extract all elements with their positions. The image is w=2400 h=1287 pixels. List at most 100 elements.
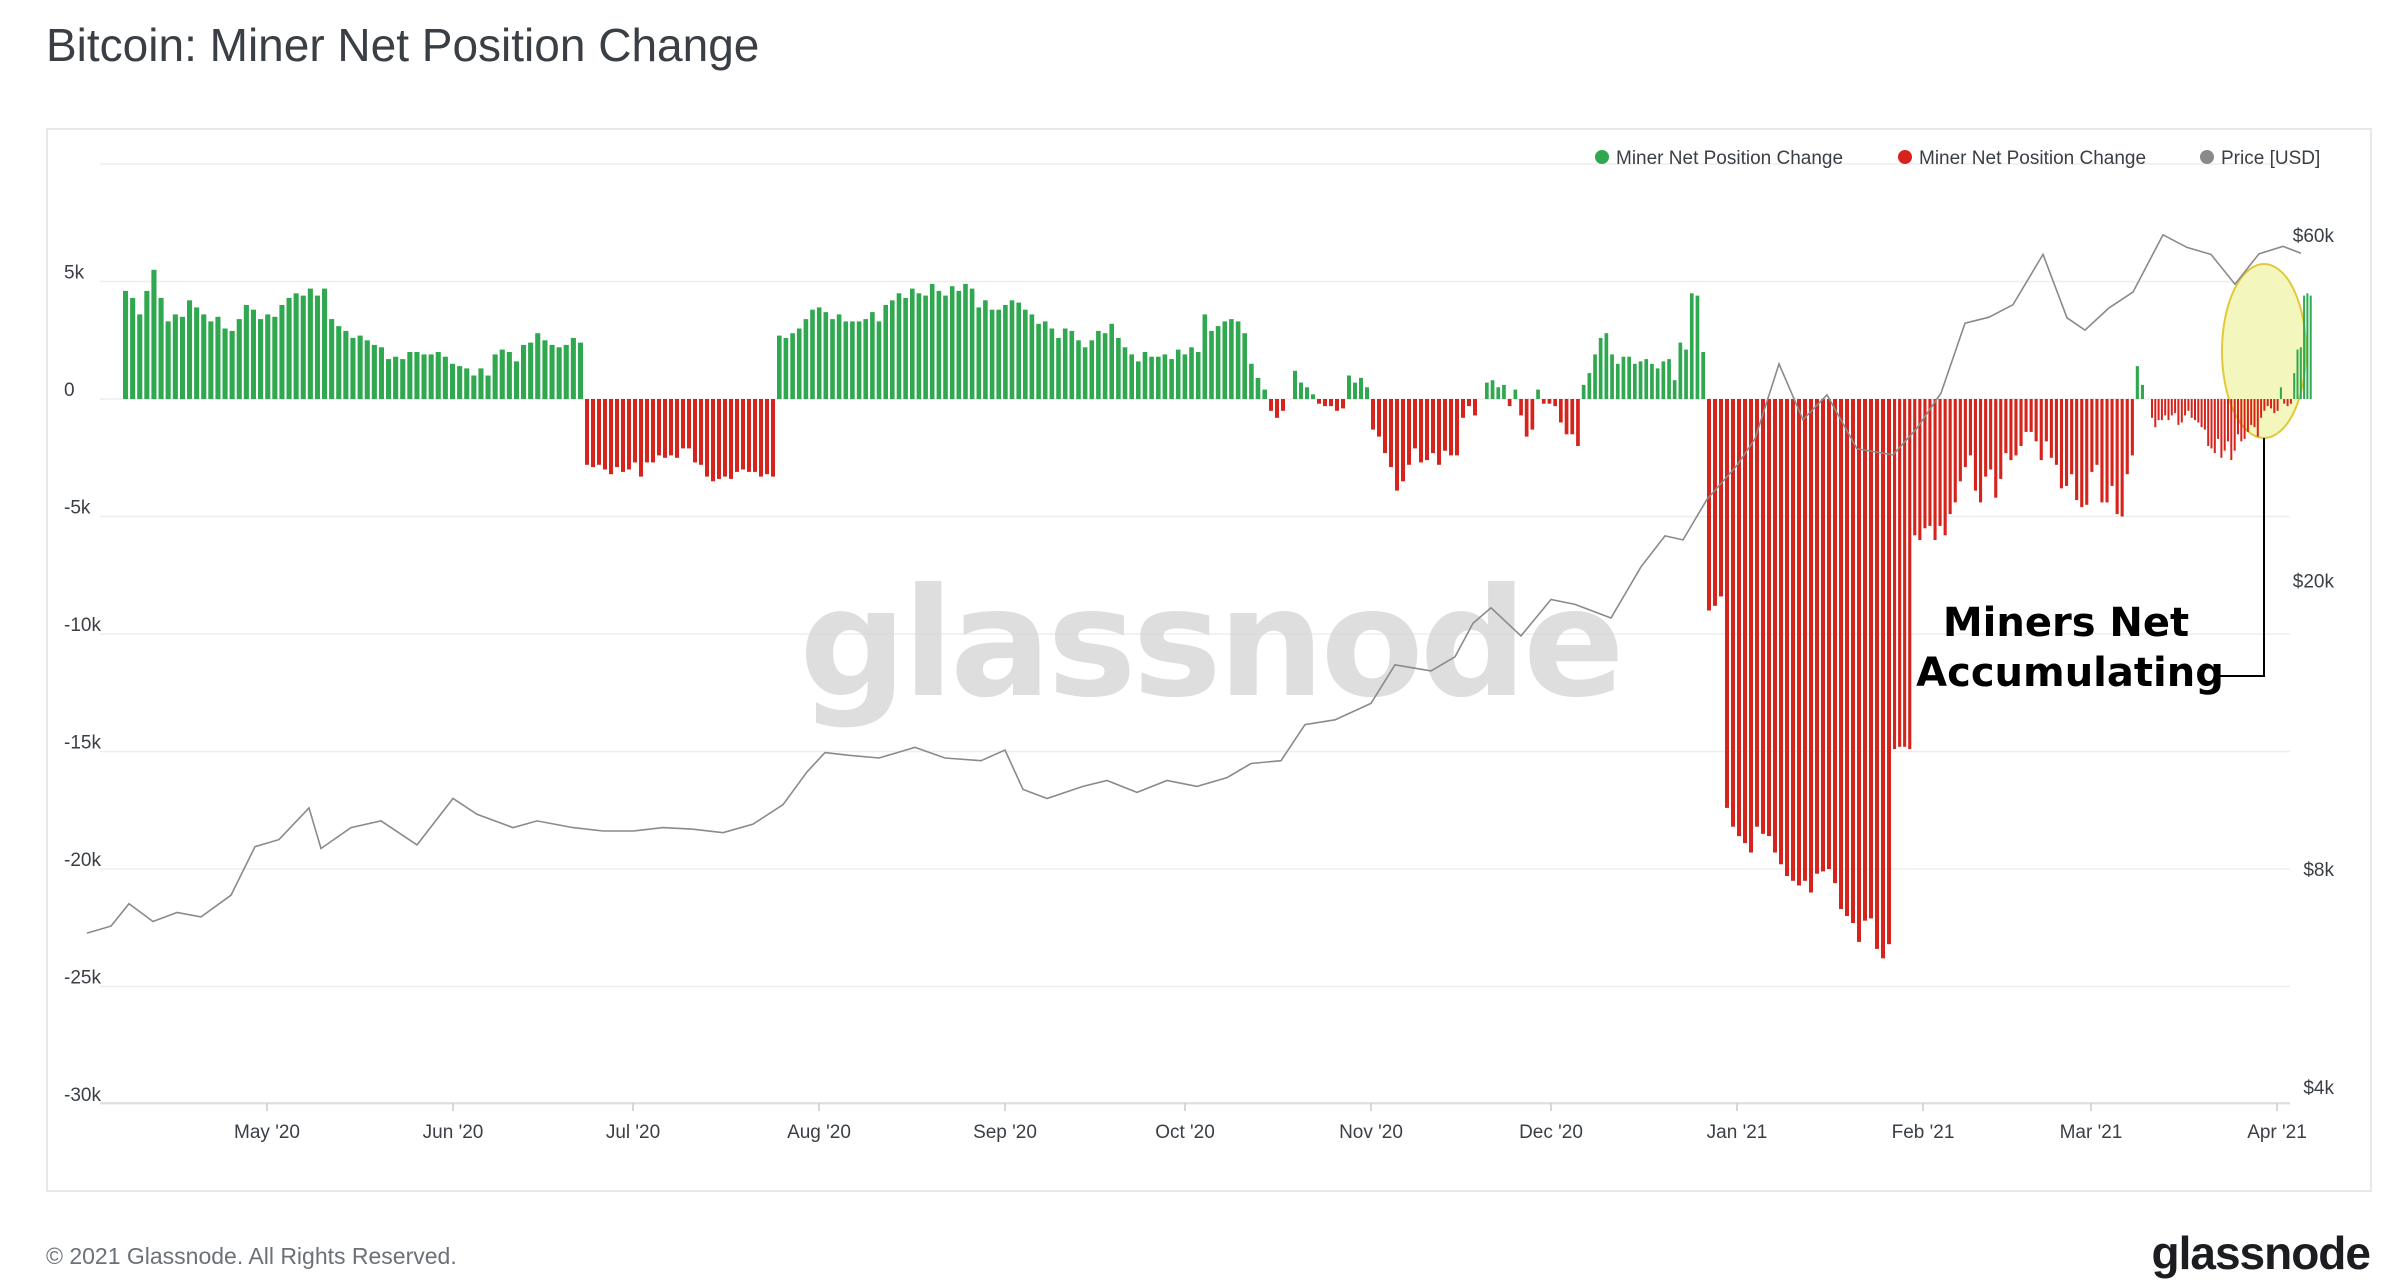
bar-negative <box>1999 399 2003 479</box>
bar-positive <box>896 293 902 400</box>
y-left-tick-label: -20k <box>64 850 101 871</box>
bar-positive <box>1222 321 1228 399</box>
bar-negative <box>765 399 769 475</box>
bar-positive <box>1009 300 1015 399</box>
bar-positive <box>577 342 583 399</box>
bar-negative <box>2246 399 2249 432</box>
bar-positive <box>1593 354 1597 399</box>
bar-negative <box>711 399 715 482</box>
bar-positive <box>2140 384 2144 399</box>
bar-negative <box>1994 399 1998 498</box>
legend-item-positive[interactable]: Miner Net Position Change <box>1595 148 1843 169</box>
bar-negative <box>2130 399 2134 456</box>
bar-negative <box>2263 399 2266 411</box>
bar-negative <box>585 399 589 465</box>
bar-negative <box>1530 399 1535 430</box>
bar-positive <box>810 309 815 399</box>
bar-positive <box>1299 382 1303 399</box>
bar-negative <box>693 399 697 463</box>
y-left-tick-label: -25k <box>64 968 101 989</box>
bar-positive <box>1672 380 1677 399</box>
bar-positive <box>863 319 868 399</box>
bar-negative <box>1887 399 1891 945</box>
bar-negative <box>1797 399 1801 886</box>
bar-negative <box>753 399 757 472</box>
bar-negative <box>2004 399 2008 454</box>
bar-positive <box>535 333 541 399</box>
page-title: Bitcoin: Miner Net Position Change <box>46 19 760 71</box>
bar-positive <box>286 297 292 399</box>
bar-negative <box>2266 399 2269 407</box>
bar-negative <box>2039 399 2043 461</box>
y-left-tick-label: -5k <box>64 498 91 519</box>
legend-item-negative[interactable]: Miner Net Position Change <box>1898 148 2146 169</box>
bar-negative <box>1918 399 1922 540</box>
bar-positive <box>1621 356 1626 399</box>
bar-negative <box>1395 399 1399 491</box>
bar-positive <box>1627 356 1631 399</box>
bar-positive <box>1650 363 1654 400</box>
bar-positive <box>1182 354 1188 399</box>
bar-positive <box>450 363 456 400</box>
bar-negative <box>633 399 637 463</box>
y-right-tick-label: $20k <box>2293 572 2335 593</box>
bar-negative <box>771 399 775 477</box>
bar-negative <box>2080 399 2084 508</box>
bar-negative <box>1377 399 1381 437</box>
bar-negative <box>1553 399 1557 407</box>
bar-positive <box>2303 295 2306 399</box>
bar-positive <box>2299 347 2302 399</box>
bar-negative <box>2090 399 2094 472</box>
legend-item-price[interactable]: Price [USD] <box>2200 148 2320 169</box>
bar-positive <box>1305 387 1309 400</box>
bar-positive <box>2279 387 2282 400</box>
bar-negative <box>1269 399 1273 411</box>
bar-positive <box>464 368 470 399</box>
bar-negative <box>1963 399 1967 468</box>
bar-negative <box>2044 399 2048 442</box>
bar-negative <box>2085 399 2089 505</box>
bar-negative <box>1731 399 1735 827</box>
bar-negative <box>2154 399 2157 428</box>
bar-negative <box>2227 399 2229 442</box>
bar-negative <box>2070 399 2074 475</box>
bar-negative <box>1389 399 1393 468</box>
bar-positive <box>1701 352 1705 399</box>
bar-negative <box>2024 399 2028 432</box>
bar-positive <box>293 293 299 400</box>
bar-negative <box>1519 399 1523 416</box>
bar-negative <box>1329 399 1333 407</box>
bar-negative <box>1743 399 1747 844</box>
bar-negative <box>1713 399 1717 606</box>
x-tick-label: May '20 <box>234 1122 300 1143</box>
bar-negative <box>1323 399 1327 407</box>
bar-negative <box>741 399 745 470</box>
bar-positive <box>1169 359 1174 399</box>
bar-negative <box>2170 399 2173 416</box>
y-right-tick-label: $8k <box>2303 860 2334 881</box>
bar-positive <box>989 309 995 399</box>
bar-positive <box>1175 349 1181 399</box>
bar-negative <box>2100 399 2104 503</box>
bar-negative <box>2065 399 2069 486</box>
bar-negative <box>1773 399 1777 853</box>
bar-positive <box>428 354 434 399</box>
bar-positive <box>343 330 349 399</box>
bar-positive <box>1359 377 1363 399</box>
bar-positive <box>1109 323 1114 399</box>
bar-negative <box>1973 399 1977 491</box>
bar-negative <box>1881 399 1885 959</box>
bar-positive <box>1689 293 1694 400</box>
bar-positive <box>528 342 534 399</box>
bar-positive <box>1235 321 1241 399</box>
x-tick-label: Nov '20 <box>1339 1122 1403 1143</box>
bar-positive <box>969 288 975 399</box>
bar-positive <box>1684 349 1688 399</box>
bar-negative <box>1989 399 1993 470</box>
bar-negative <box>717 399 721 479</box>
legend-marker-price <box>2200 150 2214 164</box>
bar-negative <box>2243 399 2246 439</box>
x-tick-label: Sep '20 <box>973 1122 1037 1143</box>
bar-positive <box>1490 380 1495 399</box>
bar-negative <box>1419 399 1423 463</box>
